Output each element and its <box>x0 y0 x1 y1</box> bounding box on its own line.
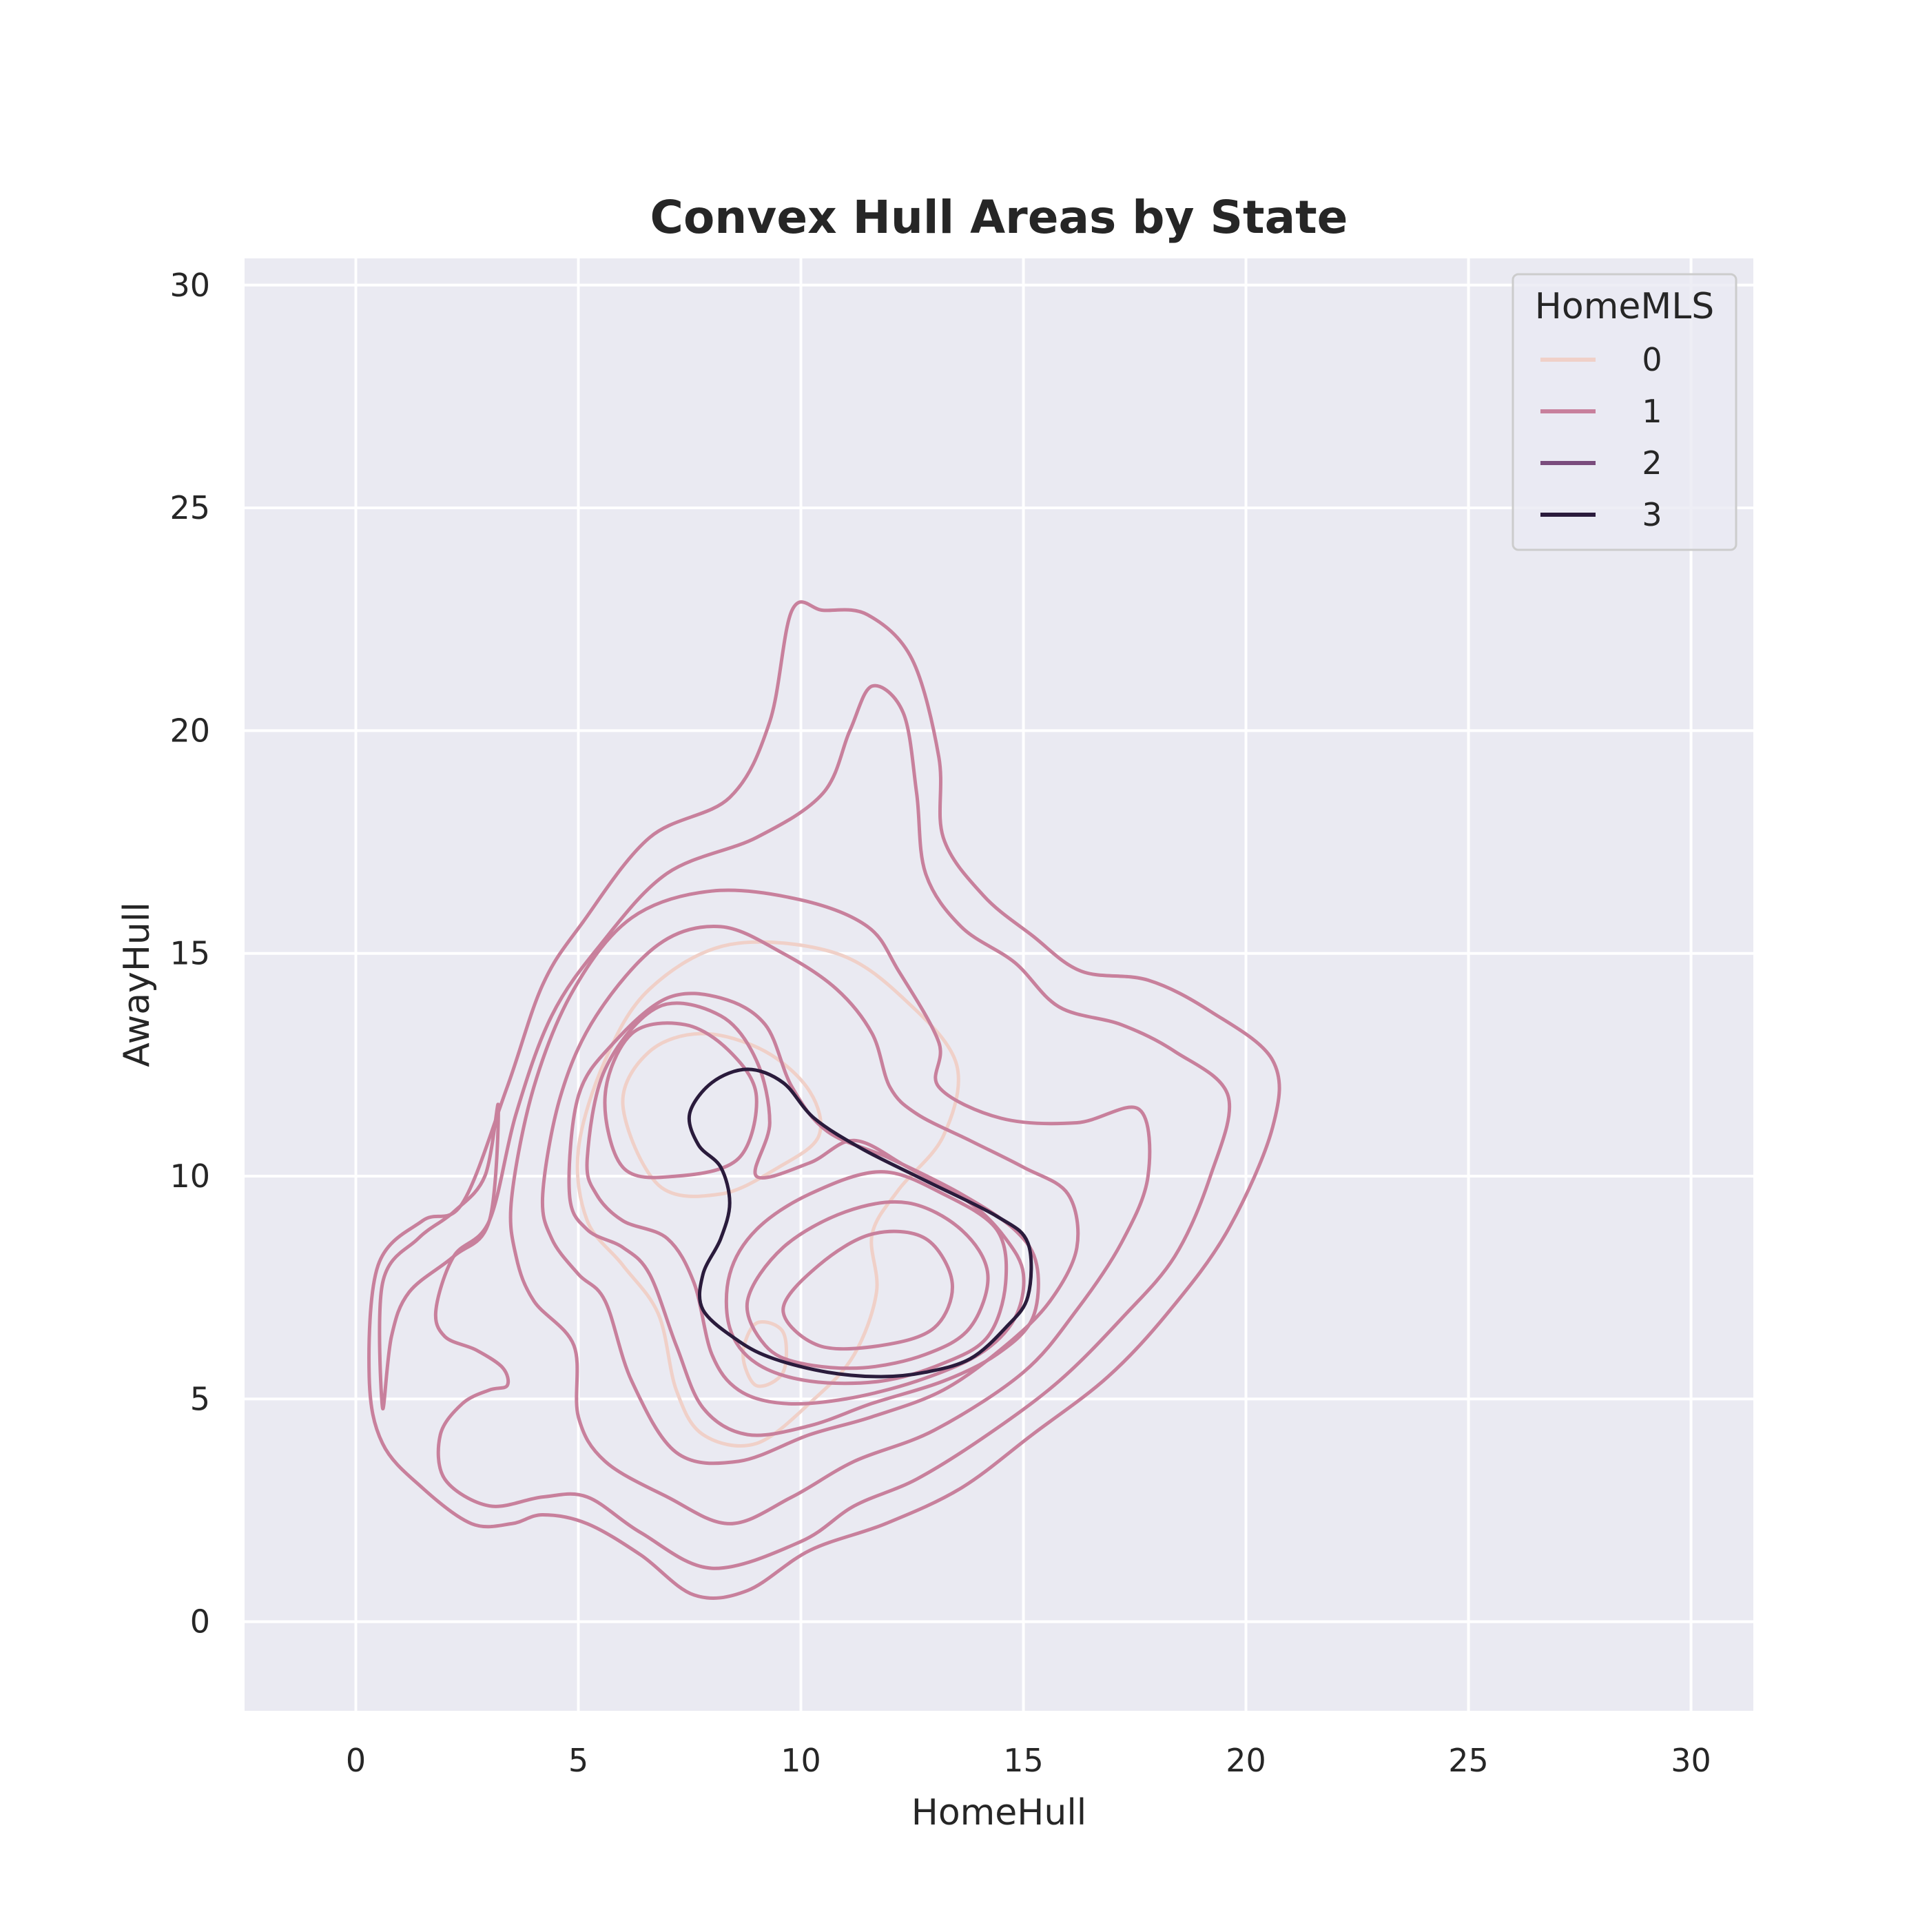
contour-line <box>378 1102 500 1411</box>
x-tick-label: 30 <box>1671 1742 1711 1779</box>
y-tick-label: 25 <box>169 489 210 526</box>
series-3-contours <box>687 1067 1033 1379</box>
contour-line <box>367 600 1281 1600</box>
contour-line <box>741 1319 788 1388</box>
contour-line <box>621 1031 823 1198</box>
y-tick-label: 15 <box>169 935 210 972</box>
contour-line <box>540 925 1080 1466</box>
y-tick-label: 30 <box>169 267 210 304</box>
series-1-contours <box>367 600 1281 1600</box>
legend-box <box>1512 273 1737 551</box>
y-tick-label: 5 <box>190 1380 210 1417</box>
x-tick-label: 10 <box>781 1742 821 1779</box>
plot-area <box>245 258 1753 1711</box>
contour-line <box>781 1229 954 1351</box>
y-tick-label: 0 <box>190 1603 210 1641</box>
legend-label: 0 <box>1642 341 1662 378</box>
chart-title: Convex Hull Areas by State <box>650 191 1348 244</box>
contour-line <box>603 1021 759 1180</box>
legend-entries: 0 1 2 3 <box>1540 341 1662 533</box>
contour-line <box>433 684 1232 1570</box>
x-tick-label: 20 <box>1226 1742 1266 1779</box>
x-tick-label: 15 <box>1003 1742 1044 1779</box>
contour-line <box>508 888 1152 1525</box>
legend-label: 2 <box>1642 444 1662 482</box>
y-axis-label: AwayHull <box>116 902 158 1067</box>
contour-line <box>567 991 1040 1437</box>
x-axis-label: HomeHull <box>911 1792 1087 1833</box>
y-tick-label: 20 <box>169 712 210 749</box>
contour-lines <box>367 600 1281 1600</box>
legend-label: 1 <box>1642 393 1662 430</box>
x-tick-label: 5 <box>568 1742 588 1779</box>
contour-line <box>724 1170 1009 1386</box>
contour-line <box>687 1067 1033 1379</box>
x-tick-label: 0 <box>346 1742 366 1779</box>
legend-label: 3 <box>1642 496 1662 533</box>
legend: HomeMLS 0 1 2 3 <box>1512 273 1737 551</box>
legend-title: HomeMLS <box>1535 286 1714 327</box>
x-tick-label: 25 <box>1448 1742 1489 1779</box>
contour-line <box>745 1200 990 1370</box>
y-tick-label: 10 <box>169 1158 210 1195</box>
